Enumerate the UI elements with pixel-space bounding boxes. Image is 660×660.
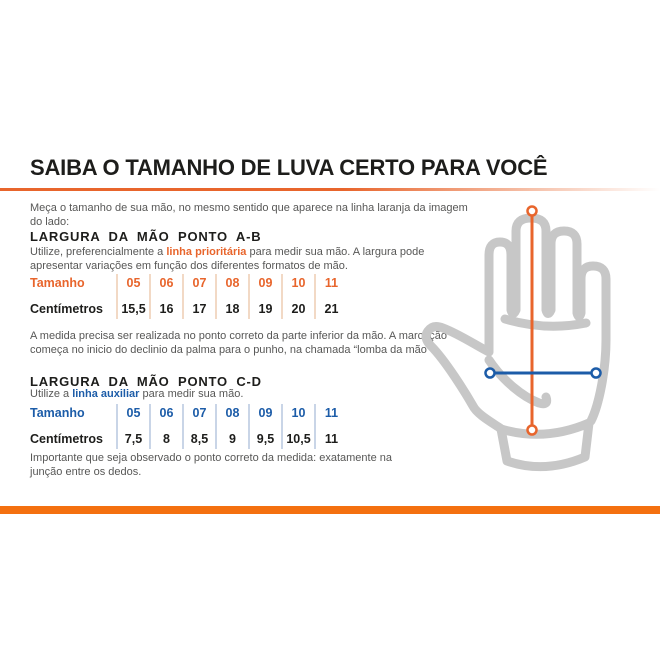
cm-value-cell: 7,5 (124, 432, 143, 446)
size-header-cell: 07 (192, 276, 207, 290)
section-heading-cd: LARGURA DA MÃO PONTO C-D (30, 374, 262, 389)
table-column: 08 9 (215, 404, 248, 449)
intro-line-1: Meça o tamanho de sua mão, no mesmo sent… (30, 202, 468, 214)
priority-measure-line (526, 205, 538, 436)
desc-text: para medir sua mão. A largura pode (246, 246, 425, 258)
hand-outline-icon (421, 205, 611, 472)
cm-value-cell: 17 (192, 302, 207, 316)
size-header-cell: 06 (159, 406, 174, 420)
cm-row-label: Centímetros (30, 302, 103, 316)
point-d-marker (590, 367, 602, 379)
cm-value-cell: 11 (324, 432, 339, 446)
wrist-cuff (496, 418, 594, 472)
table-column: 10 10,5 (281, 404, 314, 449)
intro-paragraph: Meça o tamanho de sua mão, no mesmo sent… (30, 201, 468, 229)
section-ab-desc-line-1: Utilize, preferencialmente a linha prior… (30, 245, 424, 259)
auxiliary-measure-line (484, 367, 602, 379)
cm-value-cell: 8 (163, 432, 170, 446)
cm-value-cell: 18 (225, 302, 240, 316)
auxiliary-line-highlight: linha auxiliar (72, 388, 140, 400)
size-header-cell: 11 (324, 276, 339, 290)
table-column: 08 18 (215, 274, 248, 319)
section-cd-note-line-1: Importante que seja observado o ponto co… (30, 452, 393, 464)
size-row-label: Tamanho (30, 406, 85, 420)
size-header-cell: 10 (291, 406, 306, 420)
size-header-cell: 06 (159, 276, 174, 290)
point-c-marker (484, 367, 496, 379)
cm-value-cell: 21 (324, 302, 339, 316)
size-header-cell: 07 (192, 406, 207, 420)
hand-outline-path (421, 213, 611, 433)
cm-value-cell: 19 (258, 302, 273, 316)
title-underline-rule (0, 188, 660, 191)
size-header-cell: 09 (258, 276, 273, 290)
size-table-cd: Tamanho Centímetros 05 7,5 06 8 07 8,5 08 9 … (30, 404, 347, 449)
section-ab-note-line-2: começa no inicio do declinio da palma pa… (30, 344, 434, 356)
table-column: 11 21 (314, 274, 347, 319)
size-header-cell: 09 (258, 406, 273, 420)
cm-value-cell: 8,5 (190, 432, 209, 446)
priority-line-highlight: linha prioritária (166, 246, 247, 258)
section-ab-note-line-1: A medida precisa ser realizada no ponto … (30, 330, 448, 342)
thumb-crease-line (484, 355, 552, 409)
desc-text: Utilize a (30, 388, 73, 400)
desc-text: para medir sua mão. (139, 388, 244, 400)
table-column: 07 17 (182, 274, 215, 319)
page-title: SAIBA O TAMANHO DE LUVA CERTO PARA VOCÊ (30, 155, 548, 180)
size-row-label: Tamanho (30, 276, 85, 290)
size-header-cell: 11 (324, 406, 339, 420)
cm-value-cell: 9 (229, 432, 236, 446)
intro-line-2: do lado: (30, 216, 70, 228)
bottom-orange-bar (0, 506, 660, 514)
table-label-column: Tamanho Centímetros (30, 274, 116, 319)
section-ab-desc-line-2: apresentar variações em função dos difer… (30, 260, 348, 272)
section-ab-description: Utilize, preferencialmente a linha prior… (30, 245, 424, 273)
cm-value-cell: 9,5 (256, 432, 275, 446)
table-column: 09 9,5 (248, 404, 281, 449)
table-column: 09 19 (248, 274, 281, 319)
table-column: 11 11 (314, 404, 347, 449)
table-label-column: Tamanho Centímetros (30, 404, 116, 449)
table-column: 05 7,5 (116, 404, 149, 449)
point-a-marker (526, 205, 538, 217)
cm-value-cell: 10,5 (286, 432, 311, 446)
section-cd-note-line-2: junção entre os dedos. (30, 466, 142, 478)
size-table-ab: Tamanho Centímetros 05 15,5 06 16 07 17 08 1… (30, 274, 347, 319)
size-header-cell: 08 (225, 406, 240, 420)
desc-text: Utilize, preferencialmente a (30, 246, 167, 258)
table-column: 06 16 (149, 274, 182, 319)
section-cd-note: Importante que seja observado o ponto co… (30, 451, 392, 479)
point-b-marker (526, 424, 538, 436)
cm-value-cell: 20 (291, 302, 306, 316)
cm-row-label: Centímetros (30, 432, 103, 446)
size-header-cell: 10 (291, 276, 306, 290)
section-heading-ab: LARGURA DA MÃO PONTO A-B (30, 229, 262, 244)
section-ab-note: A medida precisa ser realizada no ponto … (30, 329, 447, 357)
size-header-cell: 08 (225, 276, 240, 290)
table-column: 06 8 (149, 404, 182, 449)
table-column: 05 15,5 (116, 274, 149, 319)
hand-measurement-illustration (415, 200, 655, 490)
size-header-cell: 05 (126, 276, 141, 290)
table-column: 10 20 (281, 274, 314, 319)
knuckle-crease-line (500, 314, 591, 331)
table-column: 07 8,5 (182, 404, 215, 449)
cm-value-cell: 16 (159, 302, 174, 316)
cm-value-cell: 15,5 (121, 302, 146, 316)
size-header-cell: 05 (126, 406, 141, 420)
section-cd-desc-line-1: Utilize a linha auxiliar para medir sua … (30, 387, 243, 401)
section-cd-description: Utilize a linha auxiliar para medir sua … (30, 387, 243, 401)
